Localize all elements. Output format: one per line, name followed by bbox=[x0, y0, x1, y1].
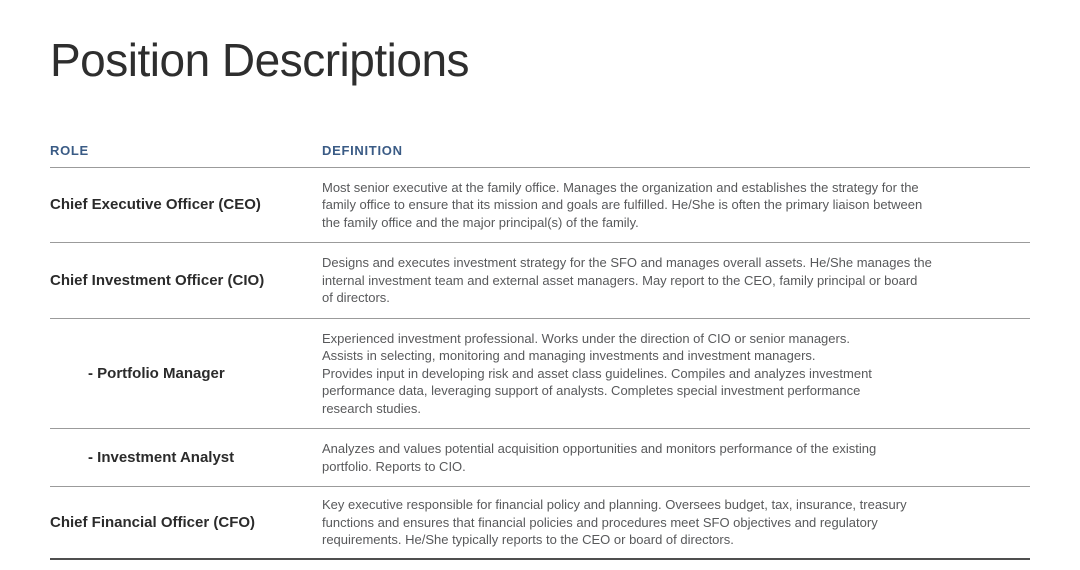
role-cell-ceo: Chief Executive Officer (CEO) bbox=[50, 196, 261, 214]
column-header-definition: DEFINITION bbox=[322, 142, 403, 158]
table-row: Chief Financial Officer (CFO) Key execut… bbox=[50, 487, 1030, 560]
table-header-row: ROLE DEFINITION bbox=[50, 143, 1030, 168]
definition-cell-portfolio-manager: Experienced investment professional. Wor… bbox=[322, 330, 872, 416]
table-row: - Portfolio Manager Experienced investme… bbox=[50, 319, 1030, 430]
definition-cell-cio: Designs and executes investment strategy… bbox=[322, 255, 932, 306]
position-descriptions-table: ROLE DEFINITION Chief Executive Officer … bbox=[50, 143, 1030, 560]
page-title: Position Descriptions bbox=[50, 34, 470, 86]
role-cell-cfo: Chief Financial Officer (CFO) bbox=[50, 513, 256, 531]
table-row: Chief Investment Officer (CIO) Designs a… bbox=[50, 243, 1030, 319]
role-cell-cio: Chief Investment Officer (CIO) bbox=[50, 271, 265, 289]
column-header-role: ROLE bbox=[50, 142, 89, 158]
role-cell-investment-analyst: - Investment Analyst bbox=[88, 448, 235, 466]
definition-cell-cfo: Key executive responsible for financial … bbox=[322, 497, 907, 548]
table-row: - Investment Analyst Analyzes and values… bbox=[50, 429, 1030, 488]
table-row: Chief Executive Officer (CEO) Most senio… bbox=[50, 168, 1030, 244]
definition-cell-investment-analyst: Analyzes and values potential acquisitio… bbox=[322, 441, 877, 474]
role-cell-portfolio-manager: - Portfolio Manager bbox=[88, 364, 225, 382]
definition-cell-ceo: Most senior executive at the family offi… bbox=[322, 179, 923, 230]
